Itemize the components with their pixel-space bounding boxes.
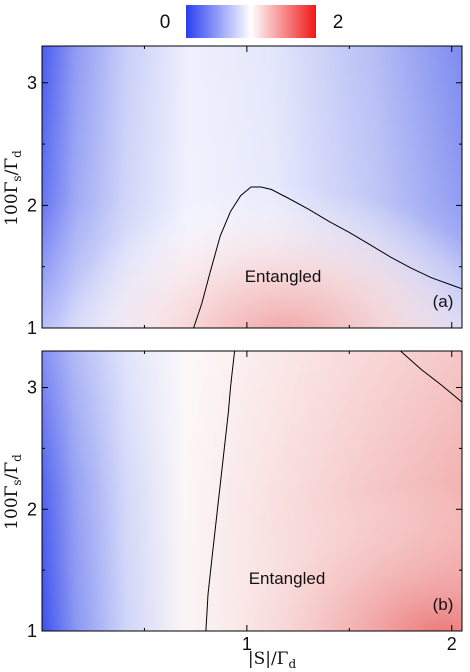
y-tick-label: 1 [27, 318, 37, 338]
y-tick-label: 3 [27, 73, 37, 93]
y-tick-label: 3 [27, 378, 37, 398]
y-axis-label: 100Γs/Γd [2, 454, 24, 530]
contour-line [205, 350, 236, 632]
panel-label: (a) [433, 292, 454, 311]
x-tick-label: 1 [242, 634, 252, 654]
colorbar-max-label: 2 [333, 12, 344, 33]
colorbar: 0 2 [160, 5, 344, 38]
x-tick-label: 2 [447, 634, 457, 654]
panel-b: Entangled (b) 1 2 1 2 3 100Γs/Γd |S|/Γd [2, 350, 463, 671]
y-axis-label: 100Γs/Γd [2, 150, 24, 226]
entangled-label: Entangled [245, 267, 322, 286]
entangled-label: Entangled [249, 569, 326, 588]
y-tick-label: 2 [27, 195, 37, 215]
colorbar-gradient [186, 5, 316, 38]
y-tick-label: 2 [27, 499, 37, 519]
plot-frame [41, 350, 463, 632]
plot-frame [41, 45, 463, 329]
contour-line [193, 186, 463, 329]
y-tick-label: 1 [27, 621, 37, 641]
panel-b-shading [42, 351, 462, 631]
x-axis-label: |S|/Γd [248, 649, 297, 671]
contour-line [400, 350, 463, 403]
colorbar-min-label: 0 [160, 12, 171, 33]
panel-label: (b) [433, 595, 454, 614]
panel-a: Entangled (a) 1 2 3 100Γs/Γd [2, 45, 463, 338]
